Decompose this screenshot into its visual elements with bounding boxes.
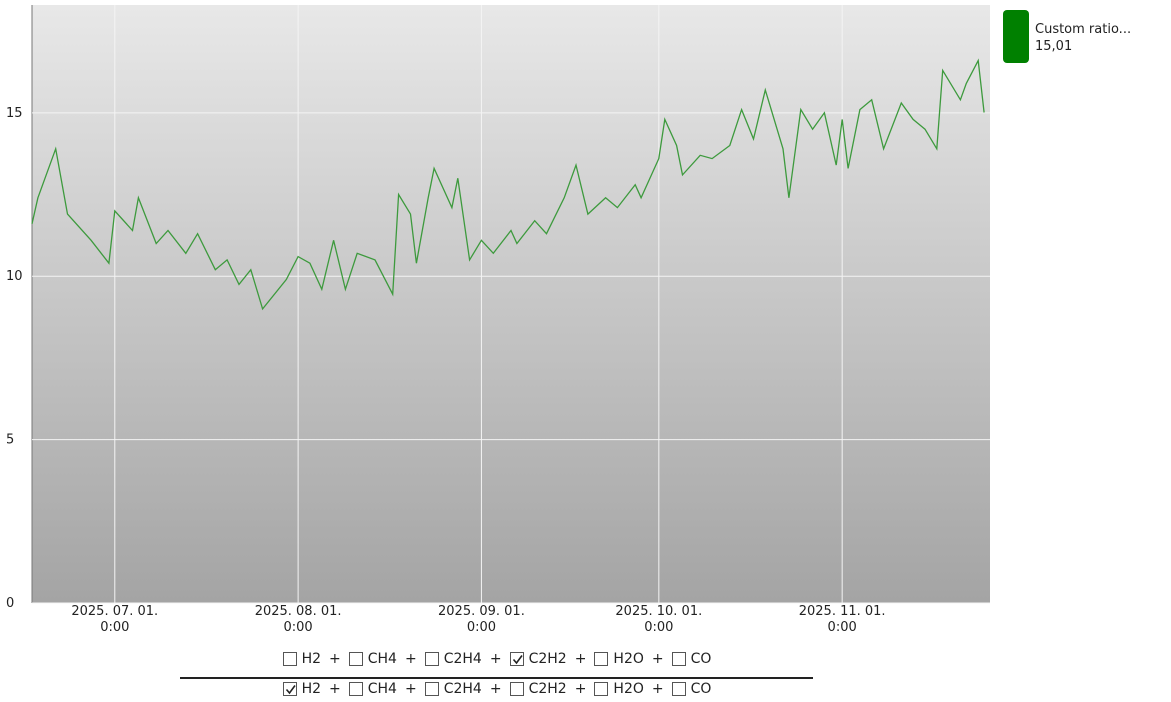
gas-option: CH4 bbox=[348, 681, 397, 697]
numerator: H2 + CH4 + C2H4 + C2H2 + H2O + CO bbox=[0, 651, 994, 667]
checkbox[interactable] bbox=[424, 682, 439, 696]
operator: + bbox=[404, 681, 417, 697]
x-tick-label: 2025. 08. 01. 0:00 bbox=[255, 604, 342, 635]
operator: + bbox=[329, 651, 341, 667]
checkbox[interactable] bbox=[671, 682, 686, 696]
gas-option: CO bbox=[671, 651, 712, 667]
operator: + bbox=[329, 681, 341, 697]
checkbox[interactable] bbox=[348, 682, 363, 696]
gas-label: CO bbox=[690, 681, 712, 697]
data-line bbox=[31, 58, 985, 311]
gas-label: H2O bbox=[613, 651, 644, 667]
check-mark bbox=[512, 655, 523, 665]
y-tick-label: 0 bbox=[6, 596, 14, 611]
gas-option: CH4 bbox=[348, 651, 397, 667]
y-tick-label: 10 bbox=[6, 269, 23, 284]
checkbox[interactable] bbox=[594, 652, 609, 666]
x-tick-label: 2025. 07. 01. 0:00 bbox=[71, 604, 158, 635]
gas-label: C2H4 bbox=[443, 681, 482, 697]
operator: + bbox=[651, 651, 664, 667]
checkbox[interactable] bbox=[509, 682, 524, 696]
operator: + bbox=[404, 651, 417, 667]
plot-area bbox=[32, 5, 990, 603]
checkbox[interactable] bbox=[509, 652, 524, 666]
x-tick-label: 2025. 09. 01. 0:00 bbox=[438, 604, 525, 635]
gas-option: C2H2 bbox=[509, 651, 567, 667]
x-tick-label: 2025. 10. 01. 0:00 bbox=[615, 604, 702, 635]
operator: + bbox=[574, 681, 587, 697]
checkbox[interactable] bbox=[348, 652, 363, 666]
operator: + bbox=[489, 651, 502, 667]
legend-value: 15,01 bbox=[1035, 39, 1072, 54]
gas-label: H2 bbox=[301, 681, 322, 697]
gas-option: C2H4 bbox=[424, 651, 482, 667]
gas-label: C2H4 bbox=[443, 651, 482, 667]
checkbox[interactable] bbox=[671, 652, 686, 666]
gas-label: CH4 bbox=[367, 651, 397, 667]
gas-option: H2O bbox=[594, 681, 644, 697]
fraction-bar bbox=[180, 677, 813, 679]
gas-label: CH4 bbox=[367, 681, 397, 697]
x-tick-label: 2025. 11. 01. 0:00 bbox=[799, 604, 886, 635]
operator: + bbox=[489, 681, 502, 697]
legend-swatch bbox=[1003, 10, 1029, 63]
gas-option: C2H4 bbox=[424, 681, 482, 697]
checkbox[interactable] bbox=[282, 682, 297, 696]
y-tick-label: 15 bbox=[6, 106, 23, 121]
gas-label: H2O bbox=[613, 681, 644, 697]
gas-option: C2H2 bbox=[509, 681, 567, 697]
gas-option: H2 bbox=[282, 651, 322, 667]
gas-label: C2H2 bbox=[528, 681, 567, 697]
gas-option: H2O bbox=[594, 651, 644, 667]
legend-label: Custom ratio... bbox=[1035, 22, 1131, 37]
gas-label: CO bbox=[690, 651, 712, 667]
gas-label: H2 bbox=[301, 651, 322, 667]
gas-option: CO bbox=[671, 681, 712, 697]
checkbox[interactable] bbox=[282, 652, 297, 666]
denominator: H2 + CH4 + C2H4 + C2H2 + H2O + CO bbox=[0, 681, 994, 697]
checkbox[interactable] bbox=[594, 682, 609, 696]
operator: + bbox=[574, 651, 587, 667]
gas-label: C2H2 bbox=[528, 651, 567, 667]
check-mark bbox=[285, 685, 296, 695]
chart: Custom ratio... 15,01 0 5 10 15 2025. 07. 01… bbox=[6, 5, 1131, 635]
y-tick-label: 5 bbox=[6, 433, 14, 448]
operator: + bbox=[651, 681, 664, 697]
gas-option: H2 bbox=[282, 681, 322, 697]
checkbox[interactable] bbox=[424, 652, 439, 666]
